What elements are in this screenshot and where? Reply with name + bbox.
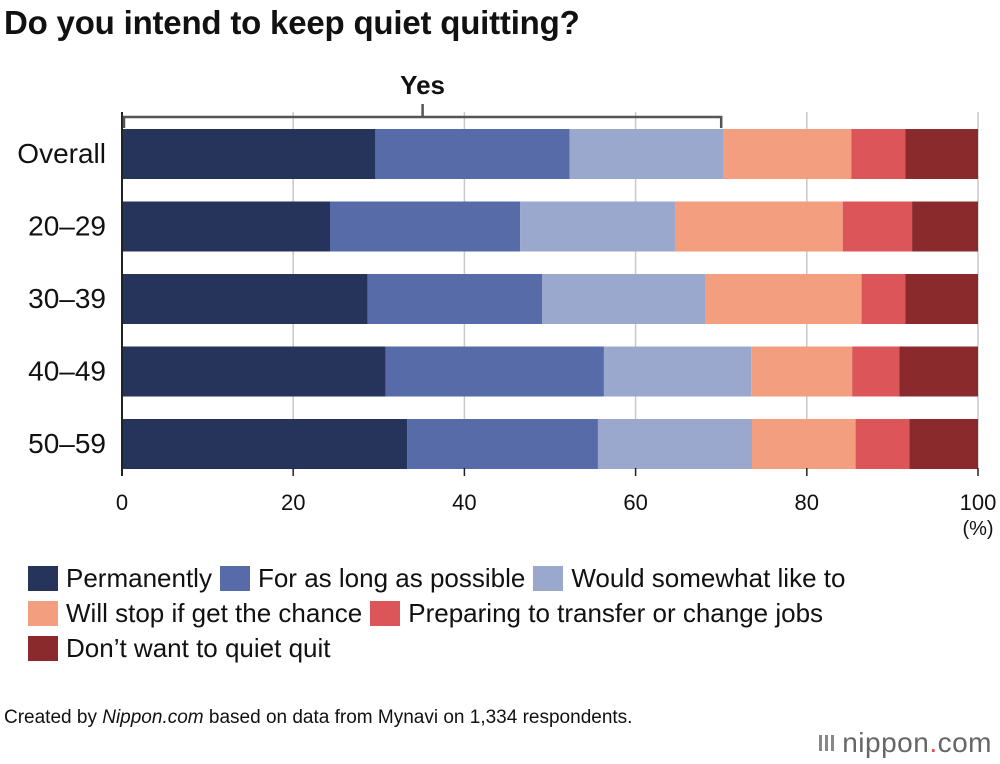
legend-item: For as long as possible — [219, 563, 526, 594]
x-tick-label: 100 — [960, 490, 997, 515]
legend-item: Don’t want to quiet quit — [28, 633, 331, 664]
bar-segment — [842, 201, 913, 252]
bar-segment — [122, 129, 376, 179]
legend-item: Will stop if get the chance — [28, 598, 362, 629]
legend-swatch — [28, 566, 58, 591]
legend-item: Permanently — [28, 563, 212, 594]
bar-segment — [852, 346, 900, 397]
bar-segment — [122, 346, 386, 397]
bar-segment — [905, 129, 978, 179]
bar-segment — [597, 419, 753, 469]
legend-swatch — [28, 601, 58, 626]
bar-segment — [752, 419, 856, 469]
footnote-prefix: Created by — [4, 707, 103, 728]
bar-segment — [751, 346, 853, 397]
x-tick-label: 20 — [281, 490, 305, 515]
bar-segment — [520, 201, 675, 252]
logo-name: nippon — [842, 727, 930, 758]
category-label: 50–59 — [28, 428, 106, 459]
footnote-source: Nippon.com — [102, 707, 204, 728]
category-label: 30–39 — [28, 283, 106, 314]
bar-segment — [407, 419, 598, 469]
x-tick-label: 40 — [452, 490, 476, 515]
bar-segment — [705, 274, 862, 324]
footnote-suffix: based on data from Mynavi on 1,334 respo… — [203, 707, 633, 728]
bar-segment — [367, 274, 543, 324]
category-label: 40–49 — [28, 356, 106, 387]
legend-swatch — [370, 601, 401, 626]
nippon-logo: nippon. com — [819, 727, 992, 759]
legend-label: For as long as possible — [257, 563, 526, 593]
bar-segment — [569, 129, 724, 179]
bar-segment — [912, 201, 978, 252]
legend-label: Would somewhat like to — [571, 563, 846, 593]
logo-tld: com — [937, 727, 992, 758]
legend-row: Don’t want to quiet quit — [28, 631, 993, 666]
bar-segment — [909, 419, 978, 469]
bar-segment — [855, 419, 910, 469]
legend-row: Will stop if get the chance Preparing to … — [28, 596, 993, 631]
bar-segment — [542, 274, 706, 324]
bar-segment — [122, 201, 331, 252]
bar-segment — [851, 129, 906, 179]
legend-item: Preparing to transfer or change jobs — [370, 598, 823, 629]
bar-segment — [861, 274, 906, 324]
category-label: 20–29 — [28, 211, 106, 242]
x-tick-label: 0 — [116, 490, 128, 515]
x-tick-label: 60 — [623, 490, 647, 515]
legend-label: Permanently — [66, 563, 212, 593]
bar-segment — [330, 201, 521, 252]
logo-bars-icon — [819, 735, 835, 751]
legend-swatch — [533, 566, 564, 591]
bar-segment — [723, 129, 852, 179]
legend-label: Don’t want to quiet quit — [66, 633, 331, 663]
legend-row: Permanently For as long as possible Would … — [28, 561, 993, 596]
bar-segment — [899, 346, 978, 397]
bar-segment — [385, 346, 604, 397]
legend-swatch — [28, 636, 58, 661]
legend-item: Would somewhat like to — [533, 563, 845, 594]
legend: Permanently For as long as possible Would … — [28, 561, 993, 666]
legend-label: Preparing to transfer or change jobs — [408, 598, 824, 628]
x-unit-label: (%) — [962, 518, 993, 540]
bar-segment — [375, 129, 570, 179]
bar-segment — [674, 201, 843, 252]
category-label: Overall — [17, 138, 106, 169]
bar-segment — [603, 346, 752, 397]
stacked-bar-chart: Overall 20–29 30–39 40–49 50–59 0 20 40 60 80 100… — [17, 70, 997, 540]
legend-swatch — [219, 566, 250, 591]
yes-label: Yes — [400, 70, 445, 100]
bar-segment — [122, 419, 408, 469]
legend-label: Will stop if get the chance — [66, 598, 363, 628]
footnote: Created by Nippon.com based on data from… — [4, 704, 724, 731]
bar-segment — [905, 274, 978, 324]
chart-title: Do you intend to keep quiet quitting? — [4, 4, 580, 41]
logo-dot: . — [929, 727, 938, 758]
x-tick-label: 80 — [795, 490, 819, 515]
bar-segment — [122, 274, 368, 324]
yes-bracket — [122, 115, 723, 128]
